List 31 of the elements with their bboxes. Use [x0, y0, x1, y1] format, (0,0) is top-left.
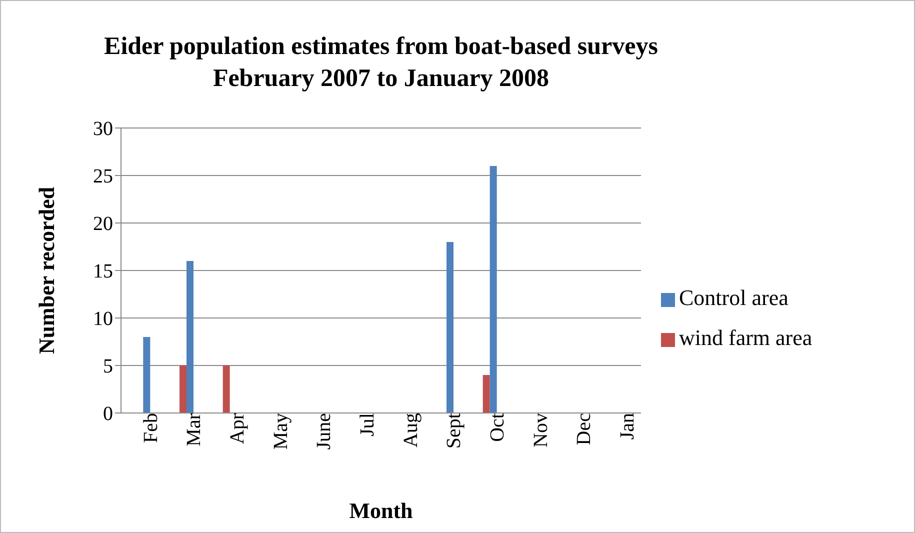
- bar: [482, 375, 490, 413]
- y-tick-label: 0: [103, 403, 113, 426]
- legend-label: wind farm area: [679, 325, 812, 350]
- x-axis-title: Month: [349, 498, 413, 523]
- bar: [180, 366, 186, 413]
- legend-label: Control area: [679, 285, 788, 310]
- y-tick-label: 15: [93, 260, 113, 283]
- x-tick-label: Dec: [573, 412, 596, 446]
- y-tick-label: 30: [93, 118, 113, 140]
- x-tick-label: May: [270, 413, 292, 450]
- x-tick-label: Nov: [530, 413, 552, 448]
- x-tick-label: Jul: [356, 412, 379, 436]
- bar: [446, 242, 454, 413]
- bar: [143, 337, 150, 413]
- y-tick-label: 5: [103, 356, 113, 378]
- y-tick-label: 25: [93, 166, 113, 188]
- y-tick-label: 20: [93, 213, 113, 236]
- x-tick-label: Feb: [140, 413, 162, 443]
- x-tick-label: Oct: [486, 412, 509, 442]
- bar: [222, 366, 230, 413]
- x-tick-label: Jan: [616, 413, 639, 440]
- x-tick-label: Mar: [183, 412, 206, 446]
- y-axis-title: Number recorded: [34, 186, 59, 354]
- x-tick-label: Sept: [443, 412, 466, 449]
- bar: [490, 166, 497, 413]
- x-tick-label: Aug: [400, 413, 422, 448]
- x-tick-label: Apr: [226, 412, 249, 444]
- x-tick-label: June: [313, 412, 336, 450]
- bar: [186, 261, 194, 413]
- chart-title: Eider population estimates from boat-based surveys February 2007 to January 2008: [103, 32, 659, 94]
- y-tick-label: 10: [93, 308, 113, 330]
